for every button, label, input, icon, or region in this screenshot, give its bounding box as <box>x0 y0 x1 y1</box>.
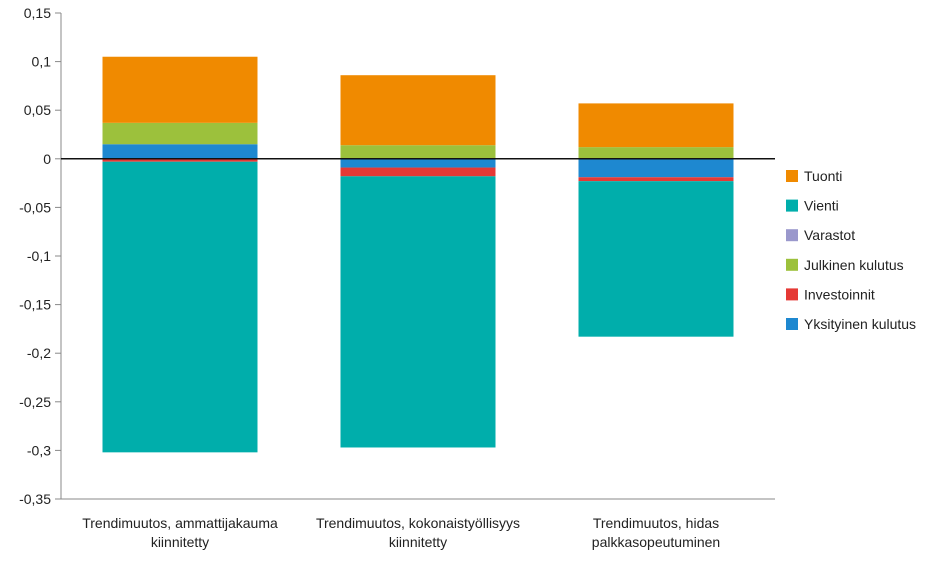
bar-segment-tuonti <box>102 56 258 123</box>
y-tick-label: 0,15 <box>24 5 51 21</box>
legend-item: Investoinnit <box>786 286 875 302</box>
legend-label: Julkinen kulutus <box>804 257 904 273</box>
category-label: kiinnitetty <box>151 534 209 550</box>
y-tick-label: -0,05 <box>19 199 51 215</box>
legend-item: Tuonti <box>786 168 842 184</box>
category-label: Trendimuutos, ammattijakauma <box>82 515 278 531</box>
y-tick-label: -0,3 <box>27 442 51 458</box>
legend-label: Investoinnit <box>804 286 875 302</box>
bar-segment-vienti <box>340 176 496 448</box>
y-tick-label: 0,05 <box>24 102 51 118</box>
legend-swatch <box>786 288 798 301</box>
bar-segment-julkinen-kulutus <box>340 145 496 159</box>
bar-segment-yksityinen-kulutus <box>340 158 496 168</box>
y-tick-label: 0 <box>43 151 51 167</box>
y-tick-label: -0,1 <box>27 248 51 264</box>
legend-item: Yksityinen kulutus <box>786 316 916 332</box>
legend-label: Tuonti <box>804 168 842 184</box>
category-label: Trendimuutos, hidas <box>593 515 719 531</box>
category-label: Trendimuutos, kokonaistyöllisyys <box>316 515 520 531</box>
bar-segment-investoinnit <box>340 167 496 177</box>
bar-segment-tuonti <box>340 75 496 146</box>
legend-swatch <box>786 318 798 330</box>
legend-swatch <box>786 229 798 242</box>
category-labels: Trendimuutos, ammattijakauma kiinnitetty T… <box>82 515 720 550</box>
bar-segment-yksityinen-kulutus <box>578 158 734 178</box>
bar-segment-yksityinen-kulutus <box>102 144 258 159</box>
category-label: palkkasopeutuminen <box>592 534 720 550</box>
legend-swatch <box>786 258 798 271</box>
y-tick-label: -0,35 <box>19 491 51 507</box>
bar-segment-investoinnit <box>102 158 258 162</box>
axes: 0,15 0,1 0,05 0 -0,05 -0,1 -0,15 -0,2 -0,25 -0,3 -… <box>19 5 775 507</box>
category-label: kiinnitetty <box>389 534 447 550</box>
y-tick-label: -0,25 <box>19 394 51 410</box>
legend-label: Yksityinen kulutus <box>804 316 916 332</box>
bar-segment-investoinnit <box>578 177 734 182</box>
legend-item: Varastot <box>786 227 855 243</box>
y-tick-label: 0,1 <box>32 54 52 70</box>
bar-segment-vienti <box>578 181 734 337</box>
bars <box>61 56 775 453</box>
legend-label: Vienti <box>804 198 839 214</box>
bar-segment-tuonti <box>578 103 734 148</box>
y-tick-label: -0,15 <box>19 297 51 313</box>
legend-swatch <box>786 199 798 212</box>
y-tick-label: -0,2 <box>27 345 51 361</box>
bar-segment-julkinen-kulutus <box>102 122 258 145</box>
bar-segment-vienti <box>102 161 258 453</box>
legend: Tuonti Vienti Varastot Julkinen kulutus Inve… <box>786 168 916 332</box>
legend-item: Julkinen kulutus <box>786 257 904 273</box>
legend-swatch <box>786 170 798 182</box>
legend-label: Varastot <box>804 227 855 243</box>
legend-item: Vienti <box>786 198 839 214</box>
bar-segment-julkinen-kulutus <box>578 147 734 159</box>
